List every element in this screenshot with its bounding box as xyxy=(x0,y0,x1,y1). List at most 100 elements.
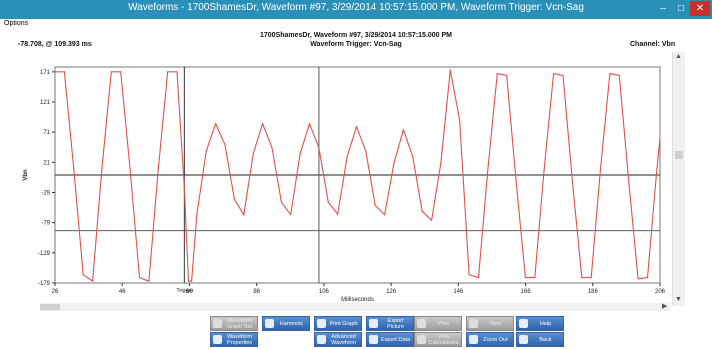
series-point xyxy=(205,150,207,152)
horizontal-scrollbar[interactable]: ▶ xyxy=(40,303,670,311)
properties-icon xyxy=(213,335,222,344)
prev-label: Prev xyxy=(437,320,450,327)
series-point xyxy=(365,150,367,152)
advanced-waveform-button[interactable]: Advanced Waveform xyxy=(314,332,362,347)
export-data-button[interactable]: Export Data xyxy=(366,332,414,347)
series-point xyxy=(590,276,592,279)
series-point xyxy=(656,168,658,170)
series-point xyxy=(243,214,245,216)
waveform-graph-set-button[interactable]: Waveform Graph Set xyxy=(210,316,258,331)
export-picture-button[interactable]: Export Picture xyxy=(366,316,414,331)
cursor-readout: -78.708, @ 109.393 ms xyxy=(18,41,92,48)
series-point xyxy=(308,123,311,125)
x-tick-label: 166 xyxy=(521,289,532,295)
picture-icon xyxy=(369,319,378,328)
trigger-label: Trigger xyxy=(176,288,193,294)
series-point xyxy=(82,273,84,276)
series-point xyxy=(412,156,414,158)
vertical-scroll-thumb[interactable] xyxy=(675,151,683,159)
next-label: Next xyxy=(489,320,502,327)
waveform-graph-set-label: Waveform Graph Set xyxy=(226,317,253,330)
series-point xyxy=(628,180,630,182)
series-point xyxy=(618,74,620,77)
view-calculations-button[interactable]: View Calculations xyxy=(414,332,462,347)
series-point xyxy=(290,214,292,216)
x-tick-label: 126 xyxy=(386,289,397,295)
chart-title: 1700ShamesDr, Waveform #97, 3/29/2014 10… xyxy=(260,32,452,39)
waveform-properties-label: Waveform Properties xyxy=(226,333,253,346)
zoom-out-icon xyxy=(469,335,478,344)
series-point xyxy=(271,147,273,149)
help-icon xyxy=(519,319,528,328)
series-point xyxy=(581,276,583,279)
view-calculations-label: View Calculations xyxy=(428,333,459,346)
export-picture-label: Export Picture xyxy=(386,317,405,330)
close-button[interactable]: ✕ xyxy=(690,1,710,16)
y-tick-label: -129 xyxy=(38,251,51,257)
zoom-out-label: Zoom Out xyxy=(483,336,508,343)
series-point xyxy=(393,162,395,164)
harmonic-button[interactable]: Harmonic xyxy=(262,316,310,331)
series-point xyxy=(506,74,508,77)
series-point xyxy=(430,219,433,221)
series-point xyxy=(233,198,236,200)
vertical-scrollbar[interactable]: ▲ ▼ xyxy=(672,52,685,306)
series-point xyxy=(252,153,254,155)
series-point xyxy=(659,138,661,140)
series-point xyxy=(355,126,358,128)
series-point xyxy=(138,276,141,279)
y-tick-label: 171 xyxy=(40,70,51,76)
harmonic-icon xyxy=(265,319,274,328)
series-point xyxy=(327,201,329,203)
zoom-out-button[interactable]: Zoom Out xyxy=(466,332,514,347)
print-graph-label: Print Graph xyxy=(329,320,358,327)
scroll-up-icon[interactable]: ▲ xyxy=(675,53,682,60)
series-point xyxy=(562,74,564,77)
series-point xyxy=(191,280,193,282)
help-button[interactable]: Help xyxy=(516,316,564,331)
prev-button[interactable]: Prev xyxy=(414,316,462,331)
chart-subtitle: Waveform Trigger: Vcn-Sag xyxy=(310,41,402,48)
minimize-button[interactable]: – xyxy=(660,3,666,14)
y-tick-label: -179 xyxy=(38,281,51,287)
advanced-icon xyxy=(317,335,326,344)
series-point xyxy=(337,213,339,215)
right-arrow-icon xyxy=(469,319,478,328)
horizontal-scroll-thumb[interactable] xyxy=(40,304,60,310)
waveform-properties-button[interactable]: Waveform Properties xyxy=(210,332,258,347)
series-point xyxy=(73,168,75,170)
series-point xyxy=(515,180,517,182)
series-point xyxy=(148,280,150,282)
maximize-button[interactable]: □ xyxy=(677,3,685,14)
x-axis-label: Milliseconds xyxy=(341,297,374,303)
y-tick-label: -29 xyxy=(41,190,50,196)
menu-options[interactable]: Options xyxy=(4,20,29,27)
title-bar: Waveforms - 1700ShamesDr, Waveform #97, … xyxy=(0,0,712,19)
series-point xyxy=(129,168,131,170)
series-point xyxy=(496,73,498,75)
series-point xyxy=(261,123,264,125)
x-tick-label: 146 xyxy=(453,289,464,295)
left-arrow-icon xyxy=(417,319,426,328)
series-point xyxy=(384,214,386,216)
scroll-right-icon[interactable]: ▶ xyxy=(662,303,668,310)
series-point xyxy=(534,276,536,279)
series-point xyxy=(468,273,470,276)
x-tick-label: 106 xyxy=(319,289,330,295)
x-tick-label: 186 xyxy=(588,289,599,295)
series-point xyxy=(449,69,451,71)
channel-label: Channel: Vbn xyxy=(630,41,676,48)
scroll-down-icon[interactable]: ▼ xyxy=(675,296,682,303)
back-button[interactable]: Back xyxy=(516,332,564,347)
back-icon xyxy=(519,335,528,344)
advanced-waveform-label: Advanced Waveform xyxy=(331,333,356,346)
next-button[interactable]: Next xyxy=(466,316,514,331)
series-point xyxy=(91,280,94,282)
print-graph-button[interactable]: Print Graph xyxy=(314,316,362,331)
series-point xyxy=(224,144,226,146)
series-point xyxy=(280,201,282,203)
printer-icon xyxy=(317,319,326,328)
y-tick-label: 121 xyxy=(40,100,51,106)
calculator-icon xyxy=(417,335,426,344)
